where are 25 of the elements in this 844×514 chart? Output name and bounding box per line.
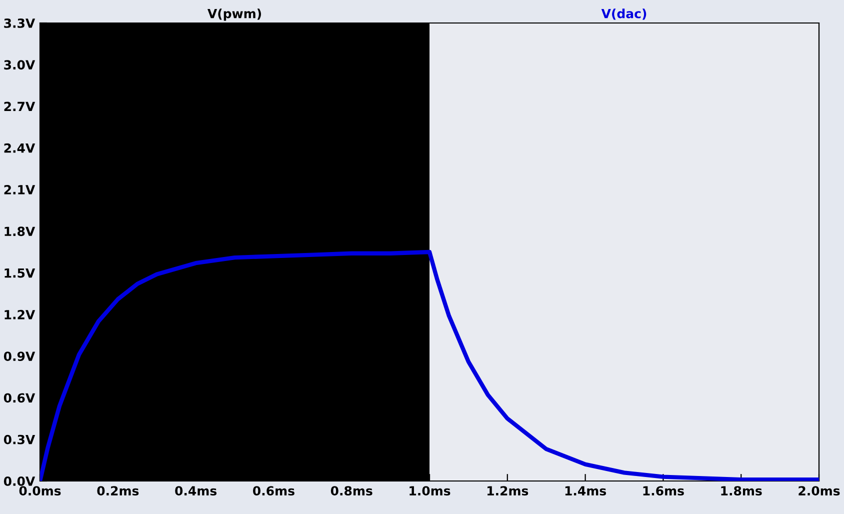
y-tick-label: 0.3V (4, 434, 36, 444)
y-tick-label: 1.2V (4, 310, 36, 320)
y-tick-label: 1.5V (4, 268, 36, 278)
x-tick-label: 2.0ms (798, 486, 840, 496)
x-tick-label: 0.6ms (252, 486, 294, 496)
x-tick-label: 1.6ms (643, 486, 684, 496)
y-tick-label: 2.7V (4, 102, 36, 112)
x-tick-label: 0.2ms (97, 486, 139, 496)
x-tick-label: 0.0ms (19, 486, 61, 496)
y-tick-label: 0.6V (4, 393, 36, 403)
x-tick-label: 0.4ms (175, 486, 217, 496)
x-tick-label: 0.8ms (330, 486, 372, 496)
x-tick-label: 1.8ms (721, 486, 762, 496)
y-tick-label: 2.4V (4, 143, 36, 153)
series-label: V(pwm) (208, 8, 261, 21)
y-tick-label: 0.9V (4, 352, 36, 362)
x-tick-label: 1.4ms (565, 486, 606, 496)
text: V(dac) (601, 8, 646, 20)
y-tick-label: 3.0V (4, 60, 36, 70)
x-tick-label: 1.2ms (488, 486, 528, 496)
y-tick-label: 0.0V (4, 476, 36, 486)
x-tick-label: 1.0ms (410, 486, 450, 496)
y-tick-label: 3.3V (4, 18, 36, 28)
y-tick-label: 2.1V (4, 185, 36, 194)
y-tick-label: 1.8V (4, 226, 36, 236)
